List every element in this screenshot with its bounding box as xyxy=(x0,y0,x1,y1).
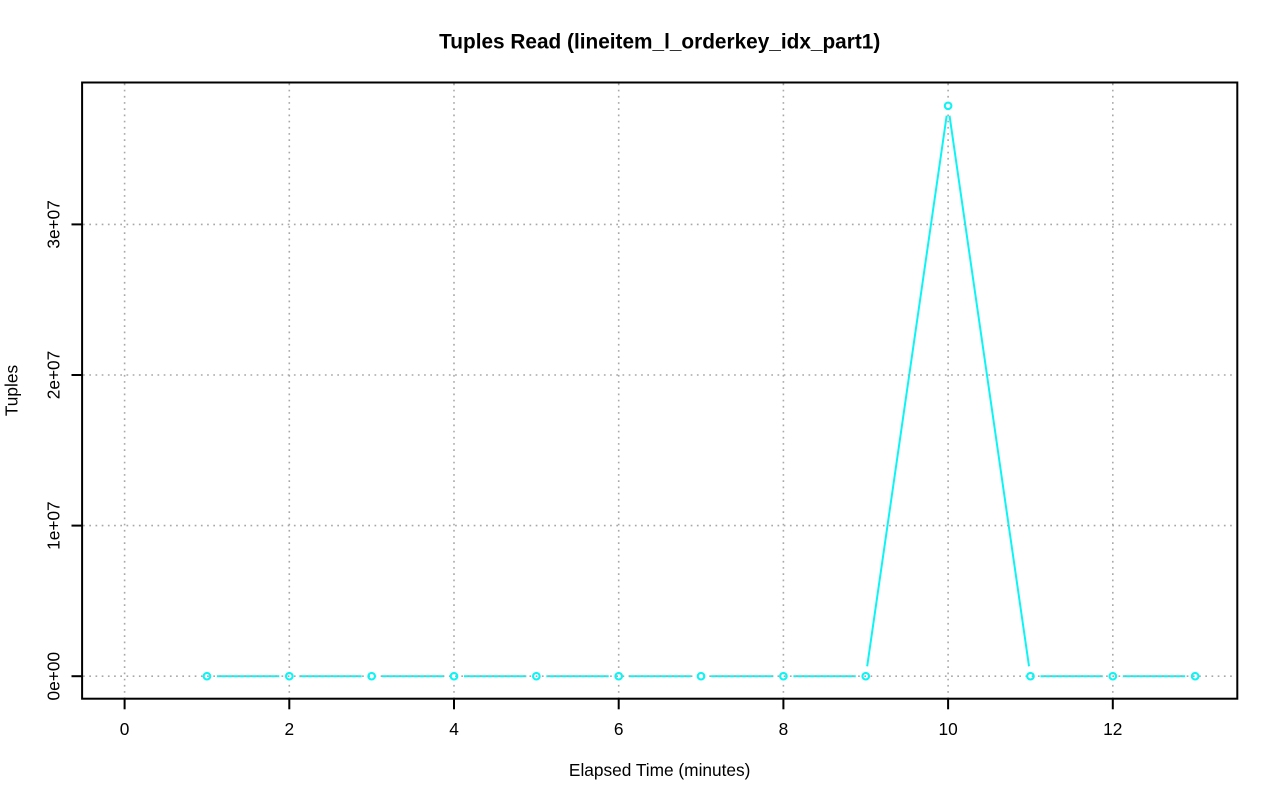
svg-text:2e+07: 2e+07 xyxy=(43,351,63,400)
svg-text:4: 4 xyxy=(449,719,459,739)
svg-text:6: 6 xyxy=(614,719,624,739)
svg-text:1e+07: 1e+07 xyxy=(43,501,63,550)
svg-text:0e+00: 0e+00 xyxy=(43,652,63,701)
svg-text:12: 12 xyxy=(1103,719,1122,739)
svg-text:10: 10 xyxy=(938,719,957,739)
svg-text:0: 0 xyxy=(120,719,130,739)
svg-text:2: 2 xyxy=(284,719,294,739)
svg-text:8: 8 xyxy=(779,719,789,739)
svg-text:3e+07: 3e+07 xyxy=(43,200,63,249)
svg-text:Elapsed Time (minutes): Elapsed Time (minutes) xyxy=(569,760,751,780)
svg-text:Tuples Read (lineitem_l_orderk: Tuples Read (lineitem_l_orderkey_idx_par… xyxy=(439,31,880,54)
svg-text:Tuples: Tuples xyxy=(2,365,22,417)
